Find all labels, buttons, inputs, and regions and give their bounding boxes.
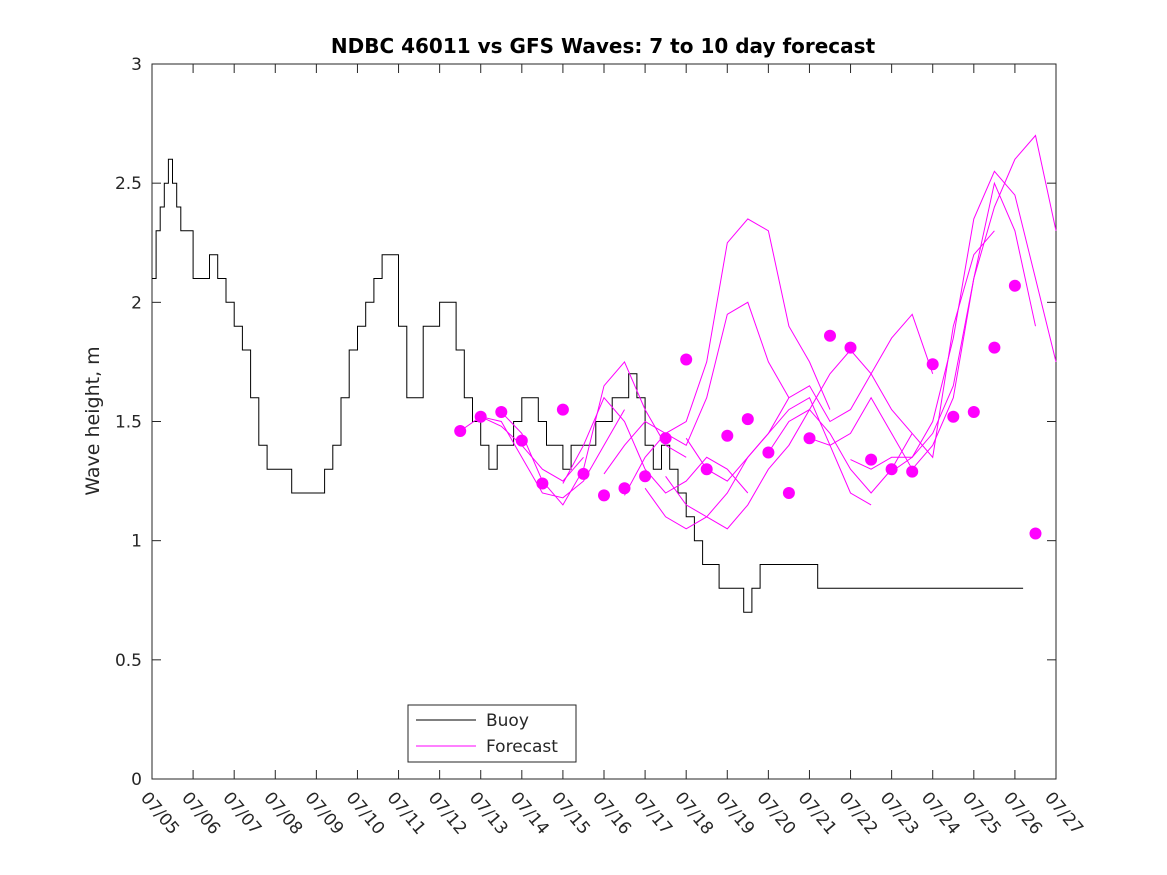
- forecast-point: [639, 470, 652, 483]
- forecast-point: [824, 329, 836, 342]
- forecast-point: [885, 463, 898, 476]
- forecast-point: [844, 341, 857, 354]
- y-tick-label: 1.5: [115, 413, 142, 433]
- forecast-series-line-13: [891, 134, 1057, 473]
- legend-buoy-label: Buoy: [486, 711, 529, 731]
- forecast-series-line-6: [624, 218, 831, 496]
- plot-area: [151, 63, 1057, 780]
- forecast-point: [454, 425, 467, 437]
- forecast-point: [803, 432, 816, 445]
- forecast-point: [618, 482, 631, 495]
- forecast-point: [659, 432, 672, 445]
- y-tick-label: 3: [131, 55, 142, 75]
- series-layer: [152, 134, 1057, 613]
- forecast-series-line-5: [603, 301, 790, 475]
- forecast-point: [947, 410, 960, 423]
- forecast-points-layer: [454, 279, 1042, 540]
- forecast-point: [967, 406, 980, 418]
- forecast-series-line-8: [665, 408, 913, 530]
- forecast-point: [988, 341, 1001, 354]
- forecast-series-line-12: [850, 170, 1057, 470]
- legend-box: [407, 704, 577, 763]
- forecast-series-line-11: [809, 181, 1036, 471]
- forecast-point: [762, 446, 775, 459]
- forecast-series-line-2: [480, 409, 625, 499]
- y-tick-label: 2: [131, 293, 142, 313]
- forecast-series-line-4: [562, 396, 749, 494]
- forecast-point: [782, 487, 795, 499]
- forecast-point: [906, 465, 919, 478]
- forecast-point: [721, 429, 734, 442]
- forecast-point: [556, 403, 569, 416]
- forecast-point: [474, 410, 487, 423]
- forecast-point: [598, 489, 610, 502]
- legend: Buoy Forecast: [407, 704, 577, 763]
- forecast-series-line-10: [767, 230, 995, 459]
- forecast-point: [1029, 527, 1042, 540]
- y-tick-label: 0: [131, 770, 142, 790]
- legend-forecast-label: Forecast: [486, 737, 558, 757]
- forecast-point: [865, 453, 878, 466]
- forecast-series-line-9: [685, 313, 934, 482]
- forecast-point: [741, 413, 754, 426]
- y-tick-label: 2.5: [115, 174, 142, 194]
- buoy-series-line: [152, 158, 1024, 613]
- chart-title: NDBC 46011 vs GFS Waves: 7 to 10 day for…: [331, 34, 876, 58]
- forecast-point: [577, 467, 590, 480]
- forecast-point: [700, 463, 713, 476]
- y-axis-label: Wave height, m: [82, 346, 104, 495]
- forecast-point: [680, 353, 693, 366]
- forecast-point: [926, 358, 939, 371]
- y-tick-label: 1: [131, 532, 142, 552]
- forecast-point: [1008, 279, 1021, 292]
- forecast-point: [515, 434, 528, 447]
- y-axis: 0 0.5 1 1.5 2 2.5 3: [115, 55, 1056, 790]
- forecast-point: [495, 406, 508, 418]
- y-tick-label: 0.5: [115, 651, 142, 671]
- forecast-point: [536, 477, 549, 490]
